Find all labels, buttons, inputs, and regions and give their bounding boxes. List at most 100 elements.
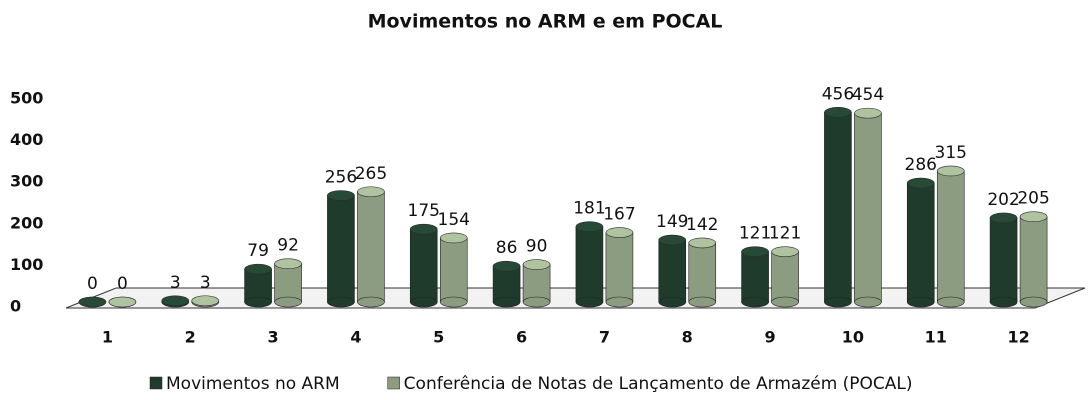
bar-base bbox=[906, 296, 935, 308]
bar bbox=[522, 264, 551, 303]
value-label: 121 bbox=[769, 224, 801, 244]
bar bbox=[854, 112, 882, 303]
bar-base bbox=[409, 296, 438, 308]
bar-cap bbox=[989, 212, 1018, 224]
bar bbox=[1019, 216, 1048, 303]
bar-cap bbox=[771, 246, 799, 257]
x-tick-label: 9 bbox=[765, 328, 776, 347]
bar-cap bbox=[854, 107, 882, 119]
bar bbox=[989, 217, 1018, 303]
x-tick-label: 11 bbox=[925, 328, 947, 347]
bar-base bbox=[741, 296, 769, 308]
value-label: 79 bbox=[247, 241, 269, 261]
bar bbox=[605, 232, 634, 303]
bar-cap bbox=[161, 295, 190, 307]
bar-base bbox=[357, 296, 385, 308]
y-tick-label: 300 bbox=[10, 172, 43, 191]
bar-cap bbox=[327, 190, 355, 201]
value-label: 454 bbox=[852, 85, 884, 105]
bar bbox=[492, 265, 521, 303]
legend-label: Movimentos no ARM bbox=[166, 374, 340, 394]
bar bbox=[741, 251, 769, 303]
bar-cap bbox=[409, 223, 438, 235]
bar-base bbox=[854, 296, 882, 308]
bar bbox=[439, 237, 468, 303]
bar-cap bbox=[522, 259, 551, 270]
value-label: 265 bbox=[355, 164, 387, 184]
bar-cap bbox=[658, 234, 687, 246]
x-tick-label: 6 bbox=[516, 328, 527, 347]
bar bbox=[824, 112, 852, 303]
value-label: 149 bbox=[656, 212, 688, 232]
bar-cap bbox=[191, 295, 220, 307]
bar-cap bbox=[78, 296, 107, 308]
bar-cap bbox=[824, 107, 852, 118]
bar bbox=[658, 239, 687, 303]
x-tick-label: 2 bbox=[185, 328, 196, 347]
x-tick-label: 7 bbox=[599, 328, 610, 347]
x-tick-label: 4 bbox=[350, 328, 361, 347]
bar bbox=[906, 182, 935, 303]
bar-base bbox=[522, 296, 551, 308]
chart-title: Movimentos no ARM e em POCAL bbox=[368, 11, 723, 33]
x-tick-label: 5 bbox=[433, 328, 444, 347]
y-tick-label: 400 bbox=[10, 130, 43, 149]
value-label: 181 bbox=[573, 199, 605, 219]
bar-cap bbox=[1019, 211, 1048, 223]
bar bbox=[327, 195, 355, 303]
bar-base bbox=[771, 296, 799, 308]
value-label: 86 bbox=[496, 238, 518, 258]
bar-base bbox=[989, 296, 1018, 308]
bar bbox=[575, 226, 604, 303]
value-label: 90 bbox=[526, 237, 548, 257]
value-label: 286 bbox=[905, 155, 937, 175]
legend-label: Conferência de Notas de Lançamento de Ar… bbox=[404, 374, 913, 394]
y-tick-label: 500 bbox=[10, 89, 43, 108]
x-tick-label: 12 bbox=[1007, 328, 1029, 347]
value-label: 0 bbox=[87, 274, 98, 294]
bar-base bbox=[274, 296, 302, 308]
value-label: 167 bbox=[603, 205, 635, 225]
bar-base bbox=[824, 296, 852, 308]
bar-base bbox=[658, 296, 687, 308]
bar bbox=[771, 251, 799, 303]
value-label: 92 bbox=[277, 236, 299, 256]
y-tick-label: 0 bbox=[10, 297, 21, 316]
value-label: 0 bbox=[117, 274, 128, 294]
legend-swatch bbox=[387, 376, 400, 390]
bar-base bbox=[492, 296, 521, 308]
bar-cap bbox=[357, 186, 385, 198]
bar-base bbox=[439, 296, 468, 308]
value-label: 205 bbox=[1017, 189, 1049, 209]
bar bbox=[409, 228, 438, 303]
value-label: 3 bbox=[170, 273, 181, 293]
legend-swatch bbox=[149, 376, 163, 390]
x-tick-label: 3 bbox=[268, 328, 279, 347]
bar-base bbox=[327, 296, 355, 308]
bar-cap bbox=[575, 221, 604, 233]
bar-base bbox=[605, 296, 634, 308]
x-tick-label: 1 bbox=[102, 328, 113, 347]
bar bbox=[357, 191, 385, 303]
bar-base bbox=[688, 296, 717, 308]
bar bbox=[936, 170, 965, 303]
bar bbox=[688, 242, 717, 303]
bar-cap bbox=[108, 296, 137, 308]
x-tick-label: 10 bbox=[842, 328, 864, 347]
value-label: 315 bbox=[935, 143, 967, 163]
bar-cap bbox=[439, 232, 468, 244]
bar-cap bbox=[492, 260, 521, 272]
value-label: 3 bbox=[200, 273, 211, 293]
x-tick-label: 8 bbox=[682, 328, 693, 347]
bar-cap bbox=[741, 246, 769, 257]
y-tick-label: 200 bbox=[10, 213, 43, 232]
bar-cap bbox=[688, 237, 717, 249]
value-label: 175 bbox=[408, 201, 440, 221]
bar-cap bbox=[936, 165, 965, 177]
value-label: 202 bbox=[987, 190, 1019, 210]
bar-cap bbox=[244, 263, 272, 275]
value-label: 142 bbox=[686, 215, 718, 235]
bar-base bbox=[244, 296, 272, 308]
value-label: 121 bbox=[739, 224, 771, 244]
